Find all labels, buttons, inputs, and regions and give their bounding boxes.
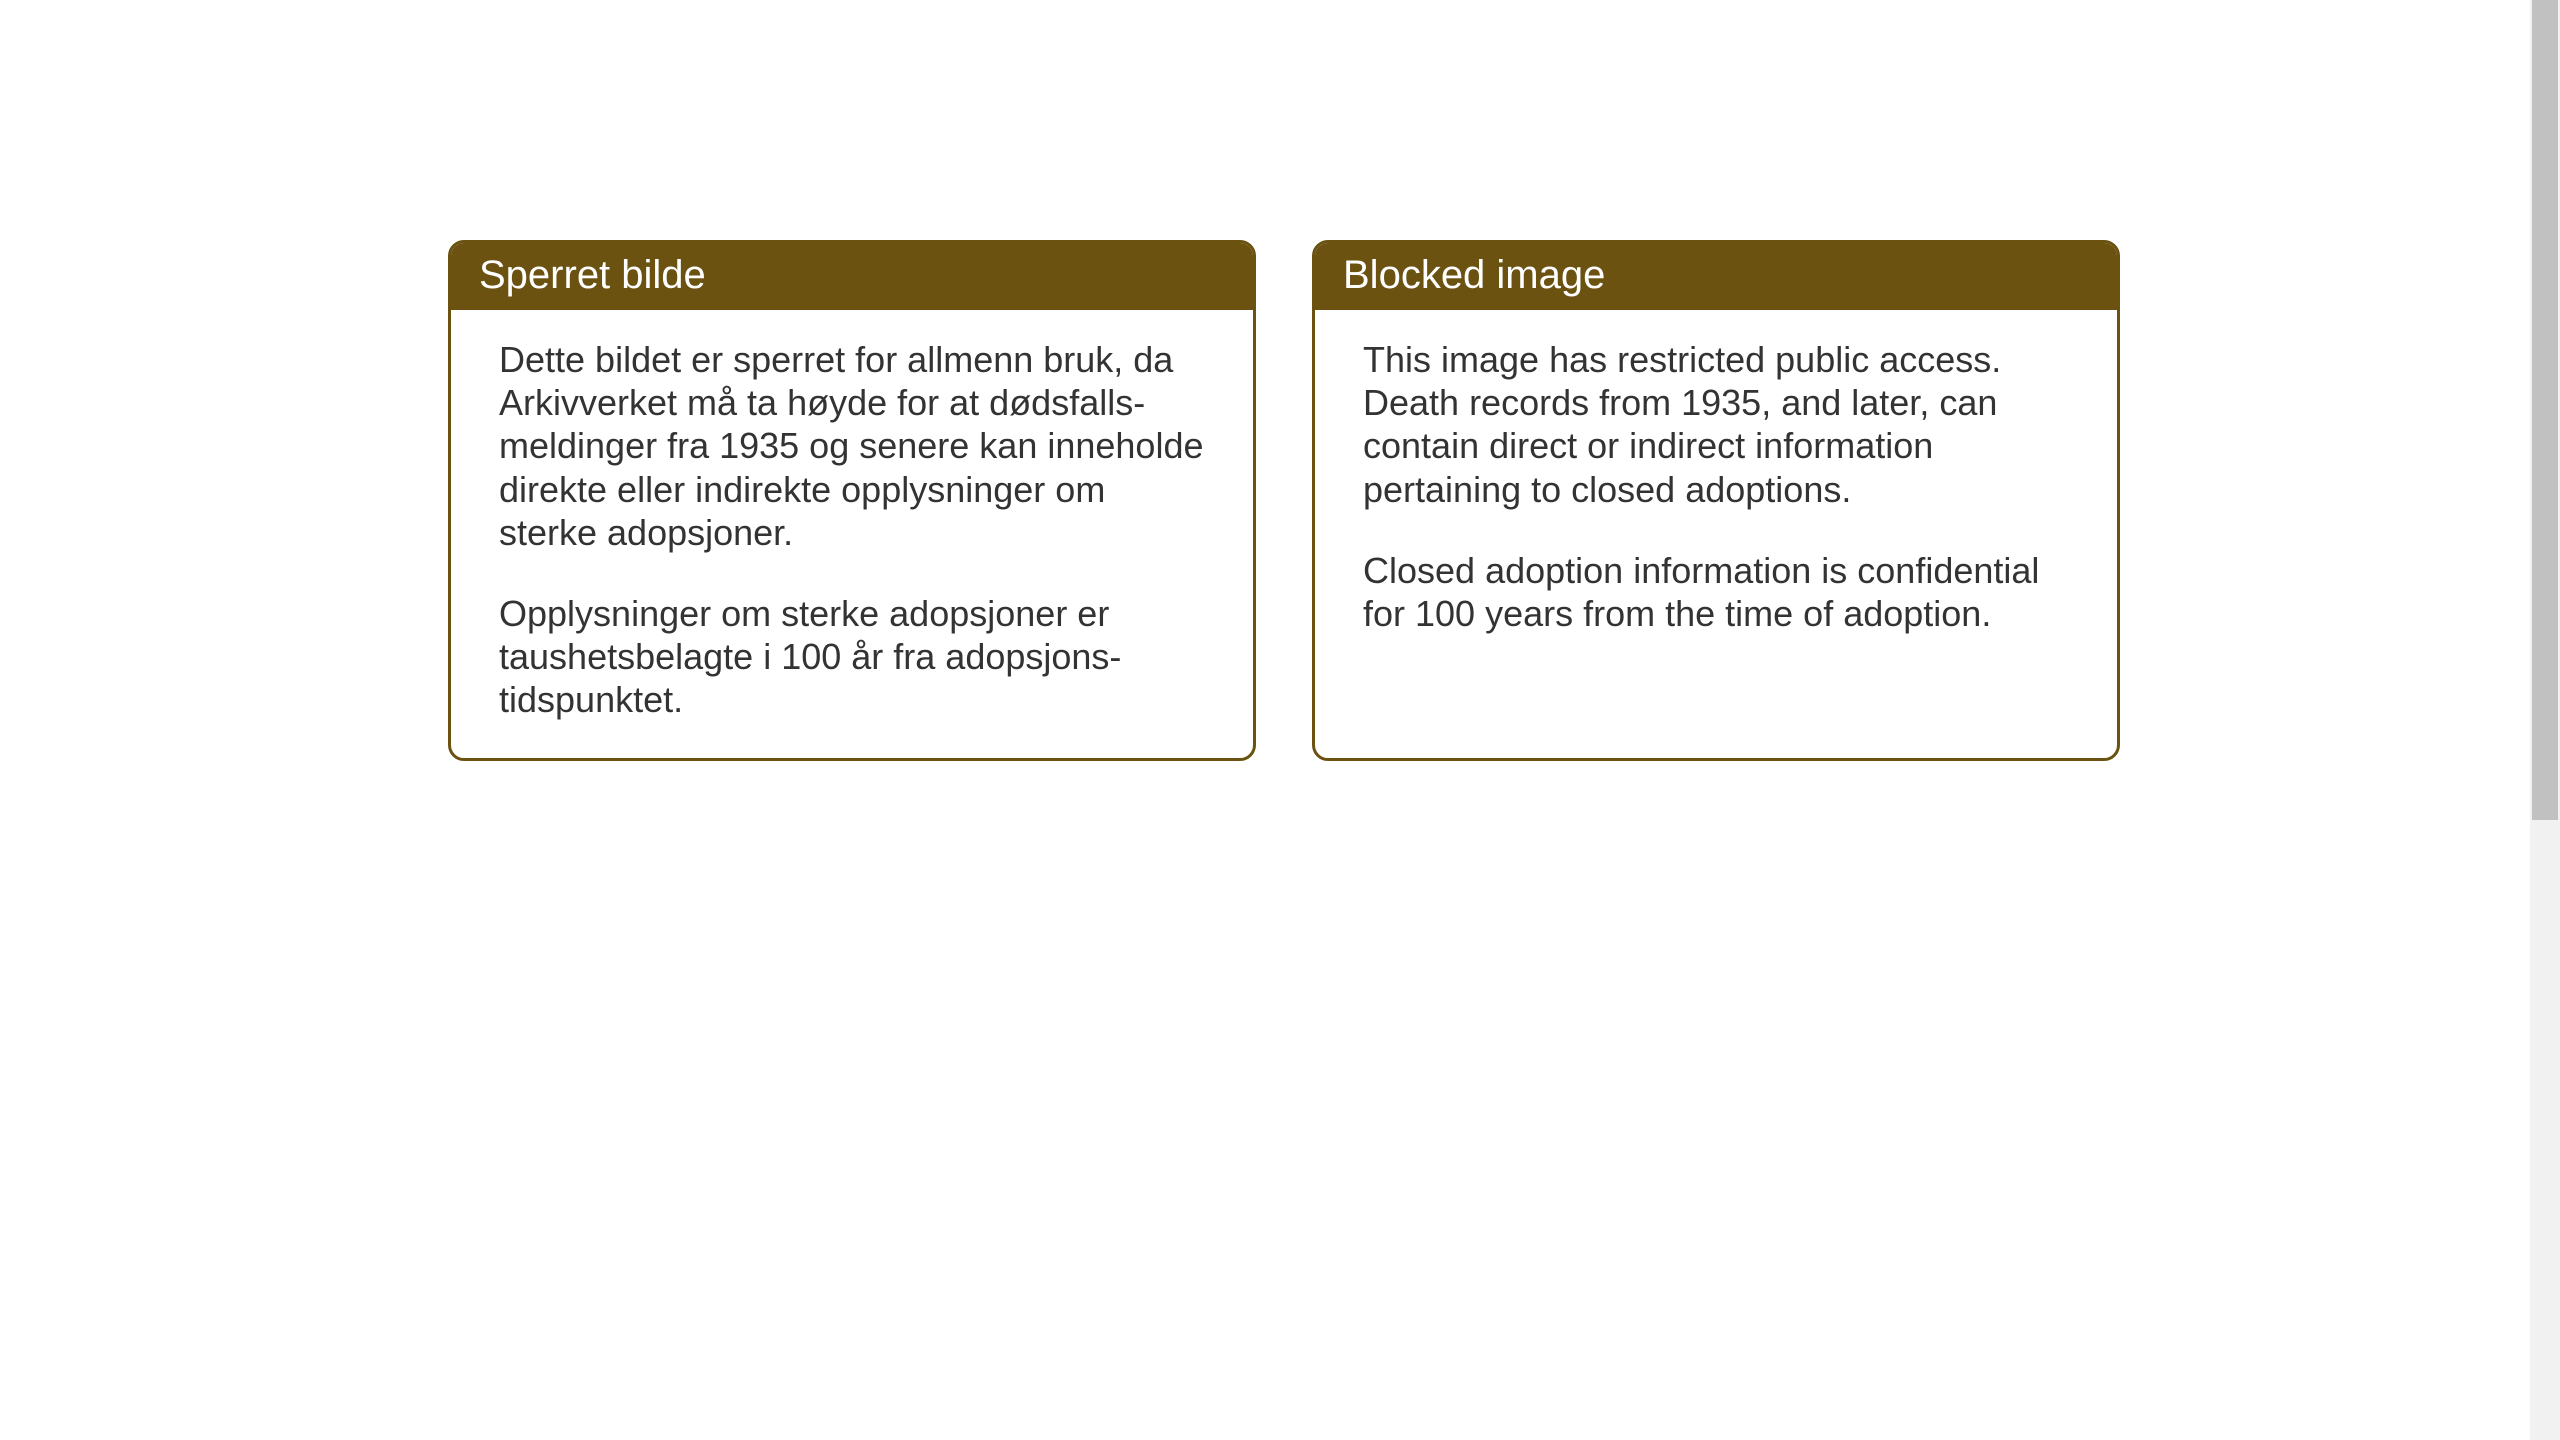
notice-cards-container: Sperret bilde Dette bildet er sperret fo… <box>448 240 2120 761</box>
notice-card-norwegian: Sperret bilde Dette bildet er sperret fo… <box>448 240 1256 761</box>
notice-body-norwegian: Dette bildet er sperret for allmenn bruk… <box>451 310 1253 758</box>
notice-paragraph-2: Closed adoption information is confident… <box>1363 549 2073 635</box>
scrollbar-thumb[interactable] <box>2532 0 2558 820</box>
notice-header-norwegian: Sperret bilde <box>451 243 1253 310</box>
notice-header-english: Blocked image <box>1315 243 2117 310</box>
notice-paragraph-1: Dette bildet er sperret for allmenn bruk… <box>499 338 1209 554</box>
notice-paragraph-1: This image has restricted public access.… <box>1363 338 2073 511</box>
notice-card-english: Blocked image This image has restricted … <box>1312 240 2120 761</box>
scrollbar-track[interactable] <box>2530 0 2560 1440</box>
notice-body-english: This image has restricted public access.… <box>1315 310 2117 671</box>
notice-paragraph-2: Opplysninger om sterke adopsjoner er tau… <box>499 592 1209 722</box>
